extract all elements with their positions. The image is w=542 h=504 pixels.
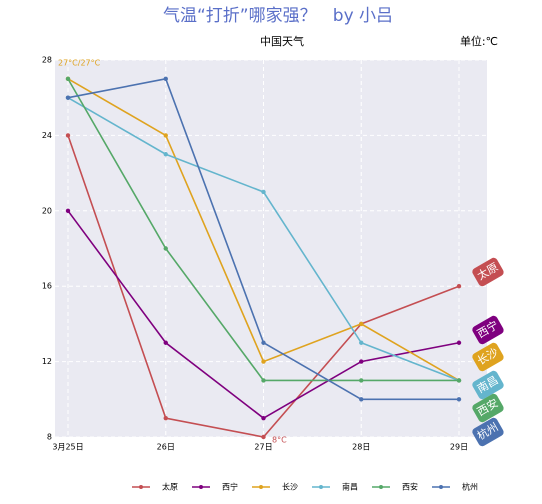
end-badge: 太原 (472, 257, 504, 287)
end-badge: 西宁 (472, 315, 504, 345)
point (359, 340, 364, 345)
point (261, 415, 266, 421)
point (261, 434, 266, 440)
badge-box (472, 342, 504, 372)
point (163, 133, 168, 138)
y-tick-label: 20 (42, 206, 52, 215)
x-tick-label: 26日 (157, 443, 175, 452)
legend-label: 长沙 (282, 482, 298, 492)
y-tick-label: 16 (42, 282, 52, 291)
annotation: 27°C/27°C (58, 59, 101, 68)
legend-label: 西安 (402, 482, 418, 492)
point (65, 76, 71, 82)
point (261, 189, 266, 195)
point (163, 415, 168, 421)
legend-label: 南昌 (342, 482, 358, 492)
point (359, 397, 364, 402)
point (456, 340, 462, 345)
legend-dot (439, 485, 443, 489)
x-tick-label: 27日 (254, 443, 272, 452)
badge-box (472, 370, 504, 400)
badge-box (472, 257, 504, 287)
y-tick-label: 12 (42, 357, 52, 366)
point (65, 208, 71, 213)
badge-box (472, 417, 504, 447)
point (163, 246, 168, 251)
badge-box (472, 393, 504, 423)
point (261, 359, 266, 364)
x-tick-label: 3月25日 (52, 443, 83, 452)
point (456, 397, 462, 402)
y-tick-label: 28 (42, 56, 52, 65)
chart-subtitle: 中国天气 (260, 34, 304, 48)
legend-label: 太原 (162, 482, 178, 492)
point (456, 378, 462, 383)
end-badge: 南昌 (472, 370, 504, 400)
unit-label: 单位:℃ (460, 34, 498, 48)
legend-dot (319, 485, 323, 489)
point (163, 152, 168, 157)
legend-dot (199, 485, 203, 489)
point (65, 133, 71, 138)
point (261, 340, 266, 345)
y-tick-label: 24 (42, 131, 52, 140)
point (456, 284, 462, 289)
end-badge: 杭州 (472, 417, 504, 447)
point (359, 378, 364, 383)
point (163, 76, 168, 82)
point (261, 378, 266, 383)
point (65, 95, 71, 100)
y-tick-label: 8 (47, 433, 52, 442)
legend-dot (259, 485, 263, 489)
point (163, 340, 168, 345)
legend-dot (139, 485, 143, 489)
point (359, 321, 364, 327)
chart-title: 气温“打折”哪家强？ by 小吕 (163, 6, 393, 26)
badge-box (472, 315, 504, 345)
legend-label: 杭州 (462, 482, 478, 492)
legend-dot (379, 485, 383, 489)
end-badge: 西安 (472, 393, 504, 423)
plot-area (55, 60, 487, 437)
end-badge: 长沙 (472, 342, 504, 372)
point (359, 359, 364, 364)
legend-label: 西宁 (222, 482, 238, 492)
x-tick-label: 28日 (352, 443, 370, 452)
x-tick-label: 29日 (450, 443, 468, 452)
annotation: 8°C (272, 436, 287, 445)
